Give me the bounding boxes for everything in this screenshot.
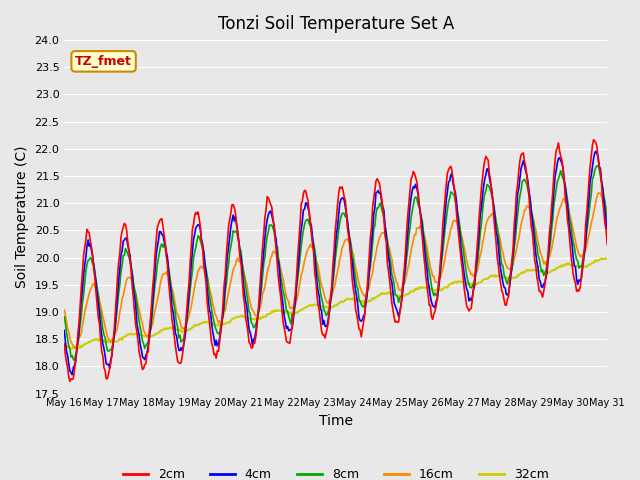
Legend: 2cm, 4cm, 8cm, 16cm, 32cm: 2cm, 4cm, 8cm, 16cm, 32cm: [118, 464, 554, 480]
Y-axis label: Soil Temperature (C): Soil Temperature (C): [15, 145, 29, 288]
Text: TZ_fmet: TZ_fmet: [75, 55, 132, 68]
Title: Tonzi Soil Temperature Set A: Tonzi Soil Temperature Set A: [218, 15, 454, 33]
X-axis label: Time: Time: [319, 414, 353, 428]
